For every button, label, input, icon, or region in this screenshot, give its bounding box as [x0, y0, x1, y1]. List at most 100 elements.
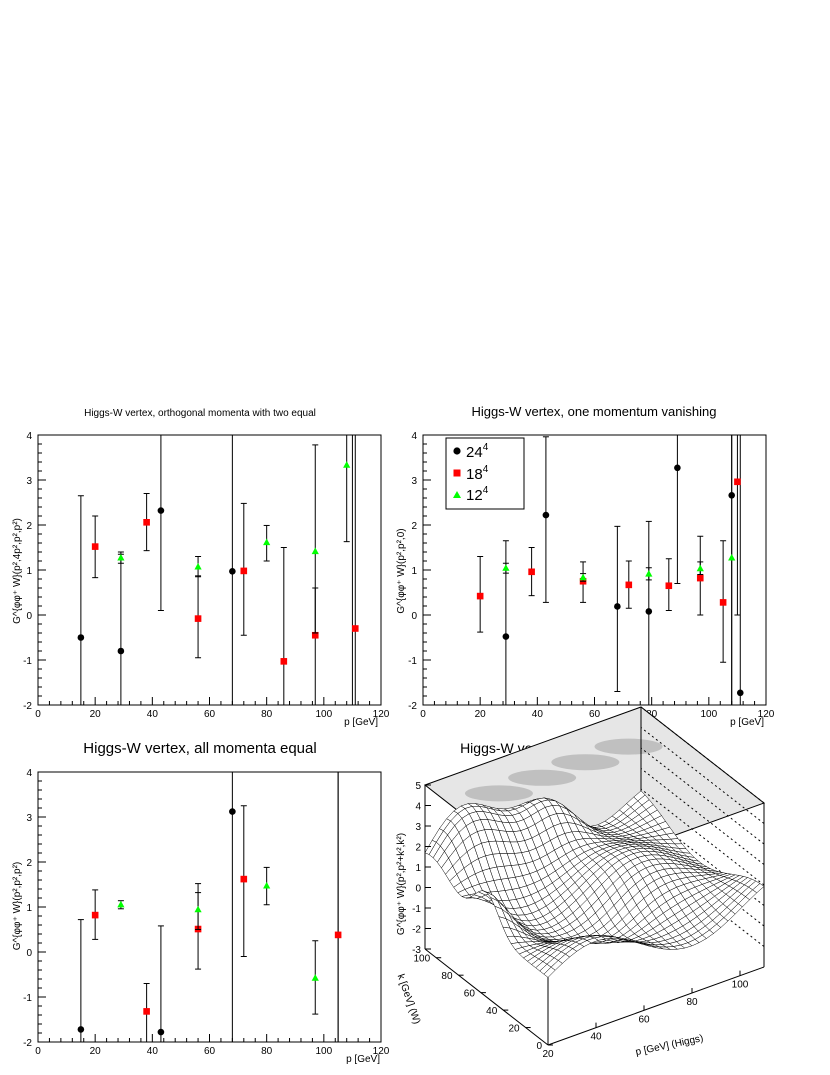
y-axis-label: G^{φφ⁺ W}(p²,4p²,p²,p²)	[12, 518, 23, 624]
data-point	[736, 689, 744, 697]
legend-marker-12	[453, 491, 461, 498]
legend-marker-24	[453, 447, 461, 455]
y-tick-label: 0	[411, 611, 417, 622]
box-edge	[424, 948, 549, 1046]
data-point	[143, 1008, 150, 1015]
panel-all-momenta-equal: Higgs-W vertex, all momenta equal G^{φφ⁺…	[12, 740, 390, 1065]
data-point	[117, 553, 125, 561]
data-point	[263, 538, 271, 546]
legend-label-24: 244	[466, 442, 489, 461]
data-point	[157, 507, 165, 514]
x-tick-label: 40	[147, 709, 159, 720]
z-tick-label: 4	[415, 802, 421, 813]
legend: 244 184 124	[445, 437, 525, 510]
y-tick-label: 0	[26, 948, 32, 959]
data-point	[143, 519, 150, 526]
legend-label-12-base: 12	[466, 487, 483, 504]
legend-label-24-base: 24	[466, 444, 483, 461]
x-tick-label: 20	[542, 1049, 554, 1060]
data-point	[625, 581, 633, 589]
y-tick-label: 3	[26, 813, 32, 824]
y-tick-label: 20	[509, 1024, 521, 1035]
y-tick-label: 2	[26, 521, 32, 532]
y-tick-label: 1	[411, 566, 417, 577]
data-point	[194, 615, 202, 622]
data-point	[334, 931, 342, 939]
surface-shade	[551, 754, 620, 771]
x-tick-label: 20	[90, 709, 102, 720]
data-point	[645, 608, 653, 615]
z-axis-label: G^{φφ⁺ W}(p²,p²+k²,k²)	[396, 833, 407, 935]
data-point	[157, 1028, 165, 1036]
x-tick-label: 40	[532, 709, 544, 720]
box-edge	[547, 966, 765, 1046]
data-point	[614, 603, 621, 610]
data-point	[579, 573, 587, 581]
surface-cell	[752, 883, 765, 894]
x-tick-label: 40	[590, 1032, 602, 1043]
legend-label-18-base: 18	[466, 466, 483, 483]
data-point	[263, 881, 271, 889]
data-point	[719, 599, 727, 606]
y-axis-label: G^{φφ⁺ W}(p²,p²,p²)	[12, 862, 23, 951]
x-tick-label: 0	[35, 709, 41, 720]
chart-title: Higgs-W vertex, one momentum vanishing	[472, 404, 717, 419]
y-tick-label: -1	[408, 656, 417, 667]
legend-label-12-exp: 4	[483, 485, 489, 496]
x-tick-label: 80	[261, 709, 273, 720]
data-point	[229, 808, 236, 815]
z-tick-label: 3	[415, 822, 421, 833]
data-point	[645, 570, 653, 577]
data-point	[117, 647, 125, 655]
data-point	[240, 567, 248, 575]
data-point	[665, 582, 673, 590]
y-tick-label: 1	[26, 903, 32, 914]
data-point	[311, 547, 319, 555]
y-tick-label: 100	[413, 954, 430, 965]
panel-orthogonal-surface: Higgs-W vertex, orthogonal momenta G^{φφ…	[395, 706, 766, 1060]
y-tick-label: 60	[464, 989, 476, 1000]
x-tick-label: 60	[204, 709, 216, 720]
x-tick-label: 60	[589, 709, 601, 720]
data-point	[343, 461, 351, 468]
x-axis-label: p [GeV]	[344, 717, 378, 728]
x-tick-label: 100	[315, 1046, 332, 1057]
x-tick-label: 60	[638, 1014, 650, 1025]
z-tick-label: -1	[412, 904, 421, 915]
data-point	[542, 511, 550, 519]
x-tick-label: 100	[700, 709, 717, 720]
data-point	[502, 633, 510, 640]
x-tick-label: 120	[758, 709, 775, 720]
x-axis-label: p [GeV] (Higgs)	[635, 1033, 705, 1058]
y-tick-label: -1	[23, 656, 32, 667]
x-axis-label: p [GeV]	[346, 1054, 380, 1065]
y-tick-label: -2	[23, 701, 32, 712]
x-axis-label: p [GeV]	[730, 717, 764, 728]
chart-title: Higgs-W vertex, all momenta equal	[83, 740, 316, 757]
surface-shade	[594, 738, 663, 755]
data-point	[502, 564, 510, 571]
data-point	[91, 911, 99, 919]
legend-label-18: 184	[466, 464, 489, 483]
data-point	[194, 562, 202, 570]
plot-frame	[37, 771, 382, 1043]
surface-shade	[464, 785, 533, 802]
data-point	[77, 1026, 85, 1033]
z-gridline	[640, 706, 765, 804]
y-tick-label: 2	[26, 858, 32, 869]
y-tick-label: 3	[26, 476, 32, 487]
data-point	[77, 634, 85, 641]
data-point	[351, 625, 359, 632]
x-tick-label: 100	[315, 709, 332, 720]
x-tick-label: 120	[373, 1046, 390, 1057]
z-gridline	[640, 727, 765, 824]
data-point	[728, 553, 736, 561]
legend-label-18-exp: 4	[483, 464, 489, 475]
legend-label-12: 124	[466, 485, 489, 504]
y-axis-label: G^{φφ⁺ W}(p²,p²,0)	[396, 528, 407, 613]
data-point	[240, 875, 248, 883]
data-point	[696, 564, 704, 572]
x-tick-label: 40	[147, 1046, 159, 1057]
z-tick-label: -3	[412, 945, 421, 956]
